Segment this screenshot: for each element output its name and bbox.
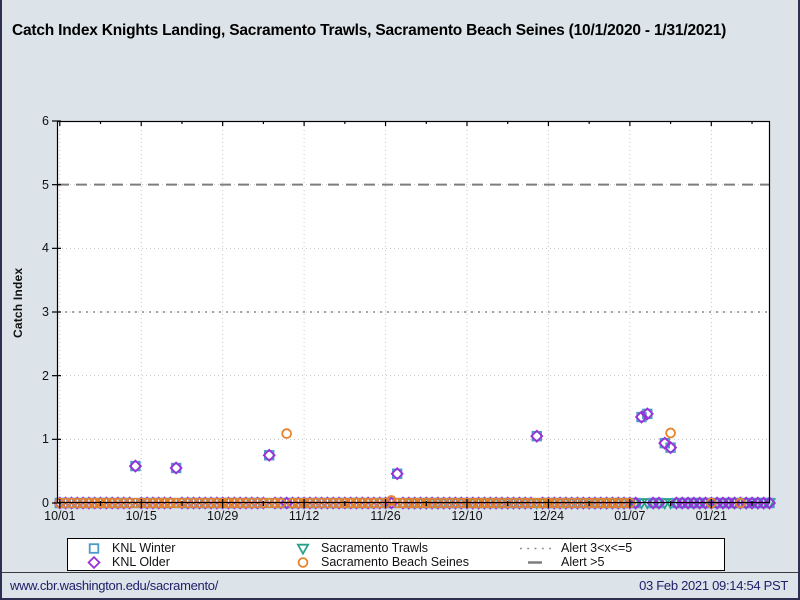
data-point-marker: [640, 407, 654, 421]
data-point-marker: [530, 429, 544, 443]
legend-marker: [285, 555, 321, 570]
footer-separator: [2, 572, 798, 573]
data-point-marker: [262, 448, 276, 462]
data-point-marker: [629, 496, 643, 510]
legend-label: Sacramento Trawls: [321, 541, 428, 555]
data-point-marker: [762, 496, 777, 510]
data-point-marker: [687, 496, 701, 510]
legend-item-sacramento-trawls: Sacramento Trawls: [285, 541, 511, 556]
data-point-marker: [692, 496, 707, 510]
data-point-marker: [652, 496, 666, 510]
footer-timestamp: 03 Feb 2021 09:14:54 PST: [639, 578, 788, 593]
data-point-marker: [658, 436, 672, 450]
legend-label: KNL Older: [112, 555, 170, 569]
data-point-marker: [634, 410, 649, 424]
y-tick-label: 4: [42, 241, 49, 256]
legend-marker: [511, 541, 561, 556]
data-point-marker: [390, 467, 404, 481]
data-point-marker: [751, 496, 765, 510]
data-point-marker: [386, 495, 397, 506]
circle-marker-icon: [297, 556, 309, 568]
y-tick-label: 0: [42, 496, 49, 510]
data-point-marker: [279, 496, 294, 510]
chart-title: Catch Index Knights Landing, Sacramento …: [12, 22, 727, 39]
legend-marker: [76, 555, 112, 570]
data-point-marker: [281, 428, 292, 439]
legend-item-alert-gt5: Alert >5: [511, 555, 724, 569]
data-point-marker: [739, 496, 753, 510]
alert-lines: [58, 183, 769, 313]
legend-marker: [76, 541, 112, 556]
y-tick-label: 3: [42, 305, 49, 319]
data-point-marker: [169, 461, 183, 475]
data-point-marker: [727, 496, 742, 510]
dashed-line-icon: [528, 560, 542, 564]
x-tick-label: 10/29: [207, 509, 239, 523]
legend-item-sacramento-beach-seines: Sacramento Beach Seines: [285, 555, 511, 569]
data-point-marker: [716, 496, 730, 510]
y-tick-label: 1: [42, 432, 49, 447]
x-tick-label: 11/12: [288, 509, 320, 523]
legend-label: Alert >5: [561, 555, 605, 569]
legend-column-1: KNL Winter KNL Older: [76, 541, 285, 569]
data-point-marker: [710, 496, 724, 510]
data-point-marker: [663, 440, 678, 455]
data-point-marker: [646, 496, 660, 510]
data-point-marker: [128, 459, 143, 473]
legend-marker: [285, 541, 321, 556]
legend-label: Alert 3<x<=5: [561, 541, 633, 555]
data-point-marker: [756, 496, 771, 510]
x-tick-label: 10/15: [125, 509, 157, 523]
x-tick-label: 10/01: [44, 509, 76, 523]
data-point-marker: [722, 496, 736, 510]
triangle-down-marker-icon: [296, 543, 310, 556]
x-tick-label: 12/10: [451, 509, 483, 523]
data-point-marker: [296, 543, 310, 556]
x-tick-label: 11/26: [370, 509, 401, 523]
data-point-marker: [698, 496, 713, 510]
legend-label: KNL Winter: [112, 541, 176, 555]
x-tick-label: 01/07: [614, 509, 646, 523]
data-point-marker: [681, 496, 695, 510]
data-point-marker: [665, 427, 676, 439]
legend-column-2: Sacramento Trawls Sacramento Beach Seines: [285, 541, 511, 569]
diamond-marker-icon: [87, 555, 101, 569]
x-tick-label: 01/21: [695, 509, 727, 523]
footer-url-link[interactable]: www.cbr.washington.edu/sacramento/: [10, 578, 219, 593]
data-point-marker: [669, 496, 684, 510]
legend-box: KNL Winter KNL Older Sacramento Trawls Sac…: [67, 538, 725, 571]
legend-item-alert-3-to-5: Alert 3<x<=5: [511, 541, 724, 555]
x-tick-label: 12/24: [532, 509, 565, 523]
legend-item-knl-older: KNL Older: [76, 555, 285, 569]
y-tick-label: 2: [42, 368, 49, 383]
plot-canvas: [52, 120, 777, 511]
legend-label: Sacramento Beach Seines: [321, 555, 470, 569]
square-marker-icon: [88, 542, 100, 554]
gridlines: [58, 122, 769, 502]
dotted-line-icon: [520, 547, 552, 549]
data-point-marker: [675, 496, 689, 510]
data-point-marker: [745, 496, 759, 510]
legend-item-knl-winter: KNL Winter: [76, 541, 285, 555]
data-point-marker: [87, 555, 101, 569]
y-tick-label: 5: [42, 177, 49, 192]
data-point-marker: [297, 556, 309, 568]
data-point-marker: [88, 542, 100, 554]
tick-marks: [52, 120, 753, 508]
legend-marker: [511, 555, 561, 570]
legend-column-3: Alert 3<x<=5 Alert >5: [511, 541, 724, 569]
y-tick-label: 6: [42, 114, 49, 128]
plot-area: [52, 120, 777, 511]
